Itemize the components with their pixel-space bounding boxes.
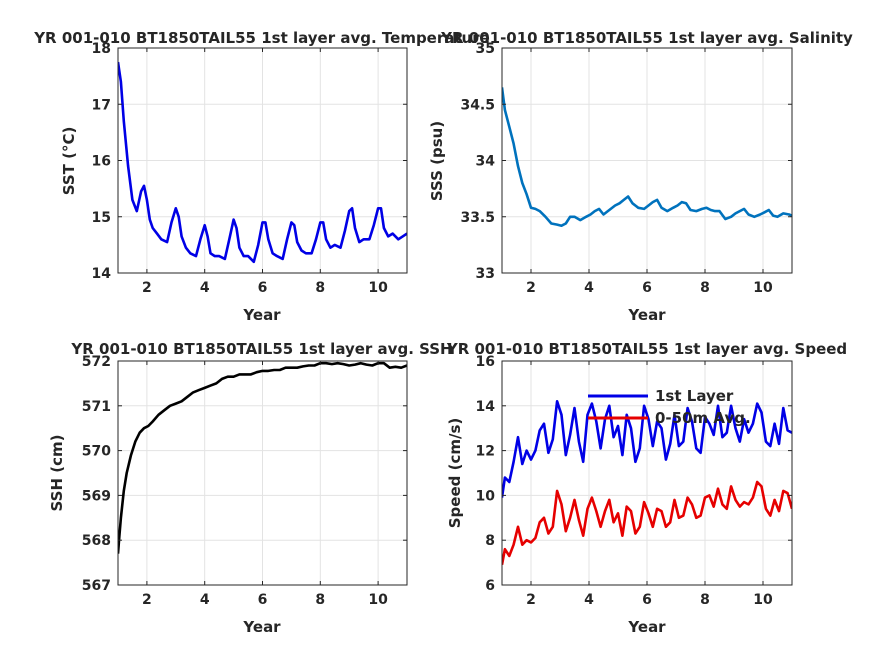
panel-speed-plot-area: 2 4 6 8 10 6 8 10 12 14 16: [476, 354, 793, 608]
panel-ssh-ytick-label: 568: [82, 533, 111, 549]
panel-sss-ytick-label: 33: [476, 266, 495, 282]
panel-sss-xlabel: Year: [627, 306, 666, 324]
panel-speed-line-0-50m-avg: [502, 480, 792, 566]
panel-sss-ytick-label: 35: [476, 41, 495, 57]
panel-speed-ytick-label: 10: [476, 488, 496, 504]
panel-sst-ytick-label: 14: [92, 266, 112, 282]
panel-sss-title: YR 001-010 BT1850TAIL55 1st layer avg. S…: [440, 29, 853, 47]
legend-label-1st-layer: 1st Layer: [655, 387, 734, 405]
panel-ssh-title: YR 001-010 BT1850TAIL55 1st layer avg. S…: [70, 340, 452, 358]
panel-ssh-ytick-label: 572: [82, 354, 111, 370]
panel-ssh-xtick-label: 4: [200, 592, 210, 608]
panel-speed-ytick-label: 6: [485, 578, 495, 594]
panel-sst: 2 4 6 8 10 14 15 16 17 18 YR 001-010 BT1850TAIL55…: [33, 29, 490, 324]
panel-sss-xtick-label: 6: [642, 280, 652, 296]
panel-sst-xtick-label: 6: [258, 280, 268, 296]
panel-sst-xtick-label: 2: [142, 280, 152, 296]
panel-speed-ylabel: Speed (cm/s): [446, 418, 464, 529]
panel-ssh-ytick-label: 570: [82, 444, 111, 460]
legend: 1st Layer 0-50m Avg.: [588, 387, 751, 427]
panel-sst-ytick-label: 18: [92, 41, 111, 57]
panel-speed-ytick-label: 12: [476, 444, 495, 460]
panel-speed-line-1st-layer: [502, 399, 792, 498]
panel-ssh-line-series-0: [118, 361, 407, 554]
panel-speed-xtick-label: 4: [584, 592, 594, 608]
panel-speed-ytick-label: 14: [476, 399, 496, 415]
legend-label-0-50m-avg: 0-50m Avg.: [655, 409, 751, 427]
panel-speed-xlabel: Year: [627, 618, 666, 636]
panel-sst-xtick-label: 10: [368, 280, 388, 296]
panel-sst-title: YR 001-010 BT1850TAIL55 1st layer avg. T…: [33, 29, 490, 47]
panel-ssh-ytick-label: 571: [82, 399, 111, 415]
panel-sst-line-series-0: [118, 61, 407, 264]
panel-ssh-ytick-label: 569: [82, 488, 111, 504]
panel-ssh-ytick-label: 567: [82, 578, 111, 594]
panel-sss-xtick-label: 10: [753, 280, 773, 296]
panel-sss-ytick-label: 34: [476, 154, 496, 170]
panel-ssh-ylabel: SSH (cm): [48, 435, 66, 512]
panel-ssh-xlabel: Year: [242, 618, 281, 636]
panel-speed-ytick-label: 16: [476, 354, 495, 370]
panel-sst-plot-area: 2 4 6 8 10 14 15 16 17 18: [92, 41, 408, 296]
panel-sss-ylabel: SSS (psu): [428, 121, 446, 201]
panel-ssh-xtick-label: 2: [142, 592, 152, 608]
panel-sst-xlabel: Year: [242, 306, 281, 324]
panel-sst-ylabel: SST (°C): [60, 127, 78, 196]
panel-sst-ytick-label: 17: [92, 97, 111, 113]
panel-sst-xtick-label: 4: [200, 280, 210, 296]
panel-speed-xtick-label: 2: [526, 592, 536, 608]
panel-ssh-xtick-label: 8: [315, 592, 325, 608]
panel-sss-xtick-label: 4: [584, 280, 594, 296]
panel-speed-title: YR 001-010 BT1850TAIL55 1st layer avg. S…: [446, 340, 847, 358]
panel-ssh: 2 4 6 8 10 567 568 569 570 571 572 YR 001-010 BT18…: [48, 340, 453, 636]
panel-speed: 2 4 6 8 10 6 8 10 12 14 16 YR 001-010 BT1850TAIL55…: [446, 340, 847, 636]
panel-sss-ytick-label: 34.5: [460, 97, 495, 113]
panel-sss-ytick-label: 33.5: [460, 210, 495, 226]
panel-sst-ytick-label: 15: [92, 210, 111, 226]
panel-sss-xtick-label: 8: [700, 280, 710, 296]
panel-speed-ytick-label: 8: [485, 533, 495, 549]
panel-ssh-plot-area: 2 4 6 8 10 567 568 569 570 571 572: [82, 354, 408, 608]
panel-sst-xtick-label: 8: [315, 280, 325, 296]
panel-speed-xtick-label: 8: [700, 592, 710, 608]
panel-ssh-xtick-label: 10: [368, 592, 388, 608]
panel-speed-xtick-label: 10: [753, 592, 773, 608]
panel-sss-line-series-0: [502, 87, 792, 227]
panel-sst-ytick-label: 16: [92, 154, 111, 170]
panel-sss-xtick-label: 2: [526, 280, 536, 296]
panel-ssh-xtick-label: 6: [258, 592, 268, 608]
panel-speed-xtick-label: 6: [642, 592, 652, 608]
panel-sss-plot-area: 2 4 6 8 10 33 33.5 34 34.5 35: [460, 41, 793, 296]
panel-sss: 2 4 6 8 10 33 33.5 34 34.5 35 YR 001-010 BT1850TA…: [428, 29, 853, 324]
